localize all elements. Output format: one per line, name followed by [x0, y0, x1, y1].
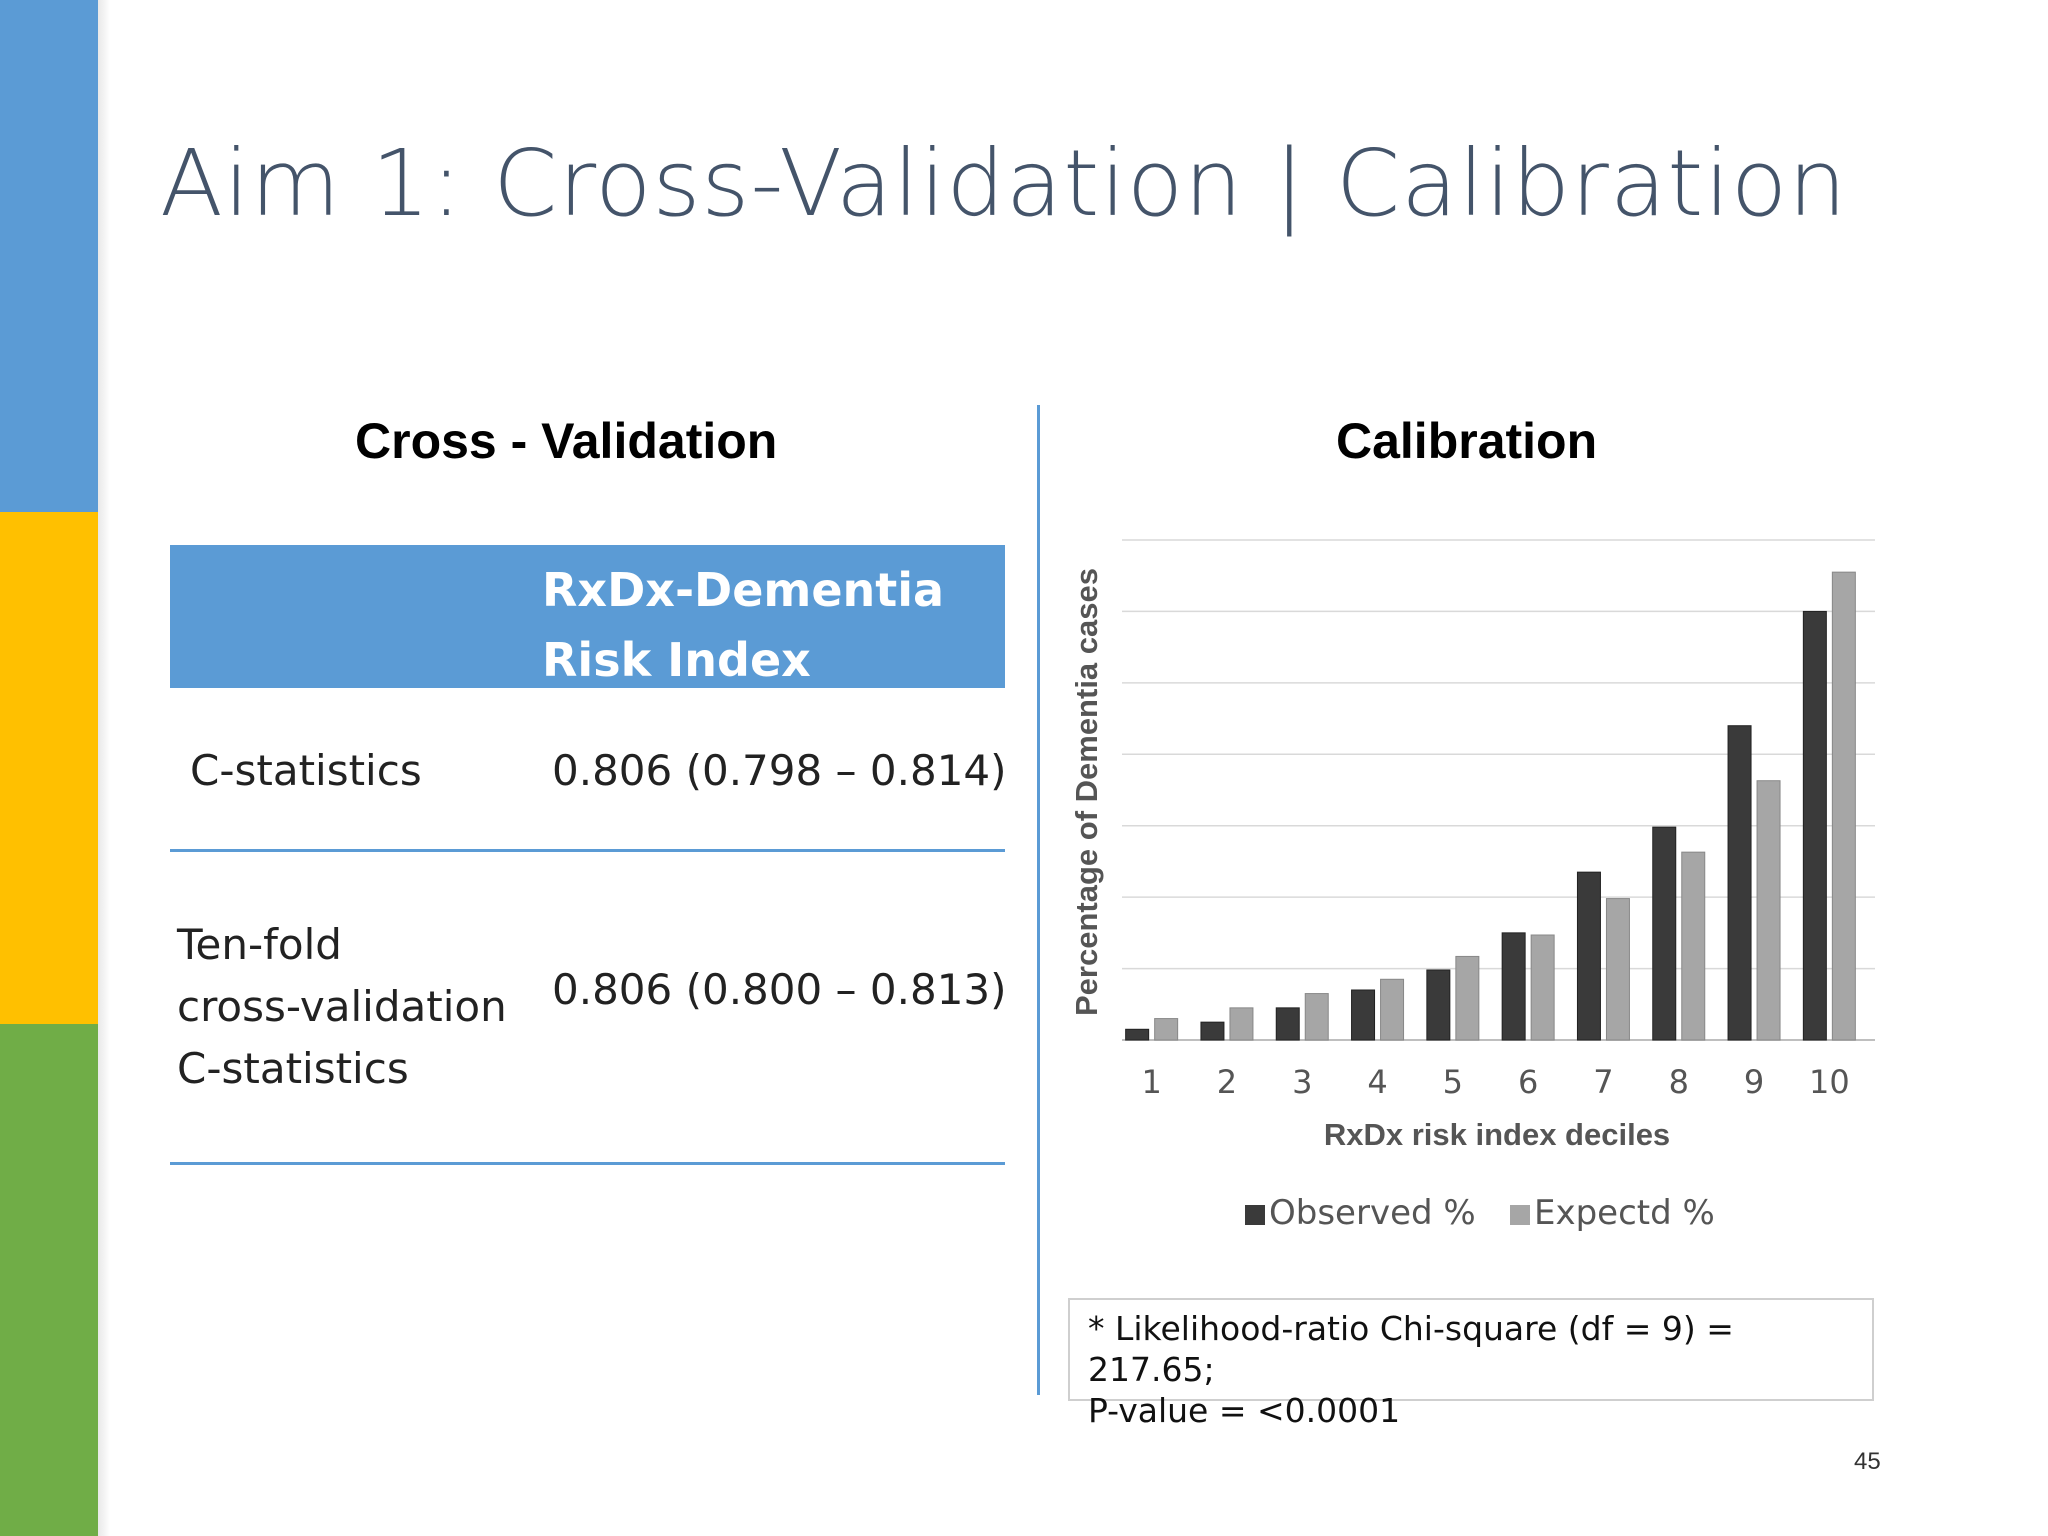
x-tick-label: 7 [1593, 1063, 1613, 1101]
bar-expected-2 [1229, 1007, 1254, 1041]
legend-label-observed: Observed % [1269, 1193, 1476, 1233]
accent-stripe-green [0, 1024, 98, 1536]
table-header: RxDx-Dementia Risk Index [170, 545, 1005, 688]
table-header-label: RxDx-Dementia Risk Index [542, 555, 992, 695]
calibration-heading: Calibration [1336, 413, 1598, 469]
stripe-shadow [98, 0, 110, 1536]
footnote-line: P-value = <0.0001 [1088, 1391, 1401, 1430]
table-row-rule [170, 849, 1005, 852]
bar-observed-1 [1125, 1028, 1150, 1041]
row-label-line: cross-validation [177, 982, 507, 1031]
x-tick-label: 1 [1141, 1063, 1161, 1101]
legend-item-observed: Observed % [1245, 1193, 1476, 1233]
bar-observed-2 [1200, 1021, 1225, 1041]
x-tick-label: 3 [1292, 1063, 1312, 1101]
bar-observed-9 [1727, 725, 1752, 1041]
x-tick-label: 10 [1809, 1063, 1850, 1101]
x-tick-label: 5 [1443, 1063, 1463, 1101]
bar-observed-5 [1426, 969, 1451, 1041]
bar-expected-6 [1530, 934, 1555, 1041]
bar-expected-4 [1380, 978, 1405, 1041]
legend-item-expected: Expectd % [1510, 1193, 1715, 1233]
row-label-line: C-statistics [190, 746, 422, 795]
bar-expected-9 [1756, 780, 1781, 1041]
bar-observed-4 [1351, 989, 1376, 1041]
slide-title: Aim 1: Cross-Validation | Calibration [160, 130, 1848, 237]
calibration-bar-chart: 1 2 3 4 5 6 7 8 9 10 Percentage of Dementia cases… [1069, 539, 1875, 1152]
chart-x-ticks: 1 2 3 4 5 6 7 8 9 10 [1141, 1063, 1849, 1101]
x-tick-label: 2 [1217, 1063, 1237, 1101]
table-header-line: Risk Index [542, 633, 811, 687]
bar-expected-7 [1605, 898, 1630, 1041]
column-divider [1037, 405, 1040, 1395]
bar-observed-10 [1802, 610, 1827, 1041]
chi-square-footnote: * Likelihood-ratio Chi-square (df = 9) =… [1068, 1298, 1874, 1430]
bar-observed-3 [1275, 1007, 1300, 1041]
row-value-c-statistics: 0.806 (0.798 – 0.814) [552, 746, 1007, 795]
legend-label-expected: Expectd % [1534, 1193, 1715, 1233]
table-header-line: RxDx-Dementia [542, 563, 945, 617]
footnote-line: * Likelihood-ratio Chi-square (df = 9) =… [1088, 1309, 1734, 1389]
legend-swatch-expected [1510, 1204, 1530, 1225]
row-label-line: C-statistics [177, 1044, 409, 1093]
row-label-line: Ten-fold [177, 920, 342, 969]
cross-validation-heading: Cross - Validation [355, 413, 778, 469]
bar-expected-1 [1154, 1018, 1179, 1041]
row-label-cross-validation: Ten-fold cross-validation C-statistics [177, 914, 507, 1100]
bar-observed-7 [1576, 871, 1601, 1041]
bar-expected-8 [1681, 851, 1706, 1041]
x-tick-label: 8 [1669, 1063, 1689, 1101]
accent-stripe-blue [0, 0, 98, 512]
x-axis-title: RxDx risk index deciles [1324, 1117, 1670, 1152]
bar-observed-8 [1652, 826, 1677, 1041]
bar-expected-10 [1831, 571, 1856, 1041]
x-tick-label: 9 [1744, 1063, 1764, 1101]
x-tick-label: 6 [1518, 1063, 1538, 1101]
bar-expected-5 [1455, 955, 1480, 1041]
bar-observed-6 [1501, 932, 1526, 1041]
row-value-cross-validation: 0.806 (0.800 – 0.813) [552, 965, 1007, 1014]
bar-expected-3 [1304, 993, 1329, 1041]
chart-bars [1125, 571, 1856, 1041]
table-bottom-rule [170, 1162, 1005, 1165]
y-axis-title: Percentage of Dementia cases [1069, 568, 1104, 1016]
x-tick-label: 4 [1367, 1063, 1387, 1101]
legend-swatch-observed [1245, 1204, 1265, 1225]
accent-stripe-yellow [0, 512, 98, 1024]
row-label-c-statistics: C-statistics [190, 740, 422, 802]
page-number: 45 [1854, 1448, 1881, 1475]
